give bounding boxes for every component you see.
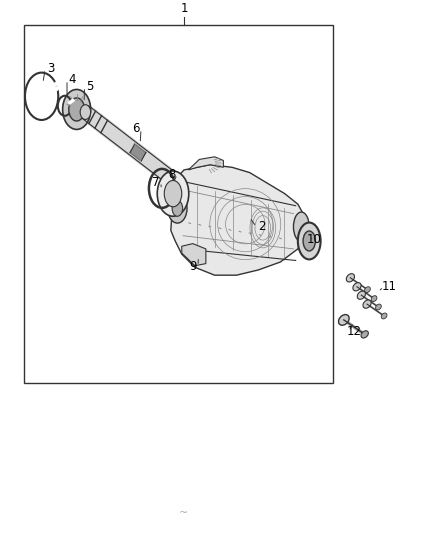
Ellipse shape [172,200,183,216]
Ellipse shape [375,304,381,310]
Text: 8: 8 [168,168,175,181]
Text: 3: 3 [47,62,54,76]
Ellipse shape [361,331,368,338]
Ellipse shape [353,282,361,291]
Ellipse shape [371,296,377,302]
Ellipse shape [293,212,309,241]
Ellipse shape [364,287,371,293]
Text: 10: 10 [307,233,322,246]
Ellipse shape [164,181,182,207]
Text: 9: 9 [189,260,197,273]
Ellipse shape [168,193,187,223]
Polygon shape [188,157,223,170]
Ellipse shape [63,90,91,130]
Text: 12: 12 [346,325,361,338]
Text: 6: 6 [132,123,140,135]
Polygon shape [182,244,206,266]
Text: 5: 5 [86,80,93,93]
Text: 11: 11 [381,280,396,293]
Polygon shape [171,165,302,275]
Ellipse shape [357,291,365,300]
Ellipse shape [157,171,189,216]
Ellipse shape [339,314,349,325]
Text: 2: 2 [258,220,265,233]
Text: 4: 4 [68,74,76,86]
Ellipse shape [363,300,371,308]
Text: ~: ~ [179,508,189,518]
Ellipse shape [298,223,321,260]
Ellipse shape [303,231,315,251]
Text: 7: 7 [152,175,159,189]
Ellipse shape [69,98,85,121]
Ellipse shape [381,313,387,319]
Bar [24,25,333,383]
Ellipse shape [346,273,354,282]
Text: 1: 1 [180,2,188,15]
Ellipse shape [80,104,91,119]
